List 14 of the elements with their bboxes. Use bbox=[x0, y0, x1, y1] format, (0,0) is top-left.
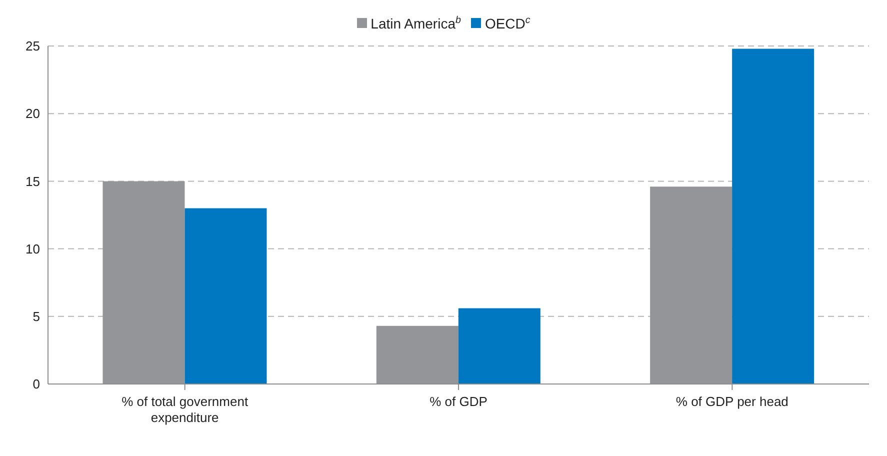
y-tick-label: 15 bbox=[26, 174, 40, 189]
y-tick-label: 5 bbox=[32, 309, 40, 324]
legend-label: Latin America$^{b}$ bbox=[370, 14, 461, 32]
x-tick-label: % of total government expenditure bbox=[122, 394, 248, 425]
legend-label: OECD$^{c}$ bbox=[484, 14, 530, 32]
x-tick-label: % of GDP bbox=[430, 394, 488, 409]
y-tick-label: 20 bbox=[26, 106, 40, 122]
y-tick-label: 0 bbox=[32, 376, 40, 392]
bar bbox=[458, 308, 540, 384]
y-tick-label: 25 bbox=[26, 38, 40, 54]
y-tick-label: 10 bbox=[26, 241, 40, 256]
bar bbox=[184, 208, 267, 384]
bar bbox=[732, 48, 814, 384]
x-tick-label: % of GDP per head bbox=[676, 394, 788, 409]
